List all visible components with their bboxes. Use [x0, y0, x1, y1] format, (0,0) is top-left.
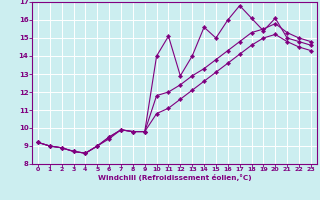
X-axis label: Windchill (Refroidissement éolien,°C): Windchill (Refroidissement éolien,°C) [98, 174, 251, 181]
